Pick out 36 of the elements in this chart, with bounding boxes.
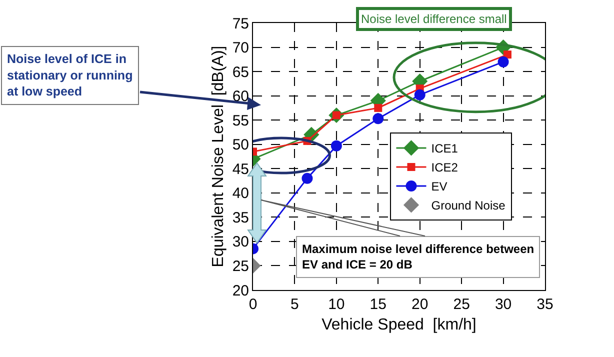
y-tick-label: 50 — [232, 136, 249, 154]
x-tick-label: 30 — [494, 296, 512, 313]
text: Noise level of ICE in stationary or running at low speed — [7, 52, 133, 98]
annotation: Noise level difference small — [361, 12, 507, 26]
y-tick-label: 35 — [232, 209, 249, 226]
y-tick-label: 70 — [232, 40, 249, 57]
point — [503, 50, 512, 59]
annotation: Maximum noise level difference between EV and ICE = 20 dB — [302, 242, 534, 272]
y-tick-label: 45 — [232, 160, 249, 178]
point — [372, 113, 384, 124]
point — [498, 56, 509, 68]
legend-label: EV — [431, 180, 448, 194]
x-tick-label: 35 — [536, 296, 554, 313]
y-tick-label: 75 — [232, 15, 249, 32]
y-axis-title: Equivalent Noise Level [dB(A)] — [210, 46, 228, 268]
x-tick-label: 10 — [328, 296, 345, 313]
y-tick-label: 65 — [232, 64, 249, 81]
y-tick-label: 30 — [232, 234, 249, 251]
x-tick-label: 0 — [248, 296, 258, 313]
x-tick-label: 25 — [453, 296, 470, 313]
x-tick-label: 5 — [290, 296, 299, 313]
y-tick-label: 60 — [232, 88, 249, 106]
point — [374, 104, 382, 112]
x-axis-title: Vehicle Speed [km/h] — [322, 316, 476, 334]
point — [330, 140, 342, 152]
y-tick-label: 20 — [232, 282, 249, 300]
legend-label: ICE1 — [431, 142, 458, 156]
x-tick-label: 15 — [370, 296, 386, 313]
point — [302, 172, 313, 184]
legend-label: ICE2 — [431, 160, 458, 175]
point — [414, 89, 426, 100]
y-tick-label: 40 — [232, 185, 249, 202]
x-tick-label: 20 — [412, 296, 428, 313]
y-tick-label: 55 — [232, 112, 249, 130]
y-tick-label: 25 — [232, 258, 249, 275]
legend-label: Ground Noise — [431, 198, 506, 213]
